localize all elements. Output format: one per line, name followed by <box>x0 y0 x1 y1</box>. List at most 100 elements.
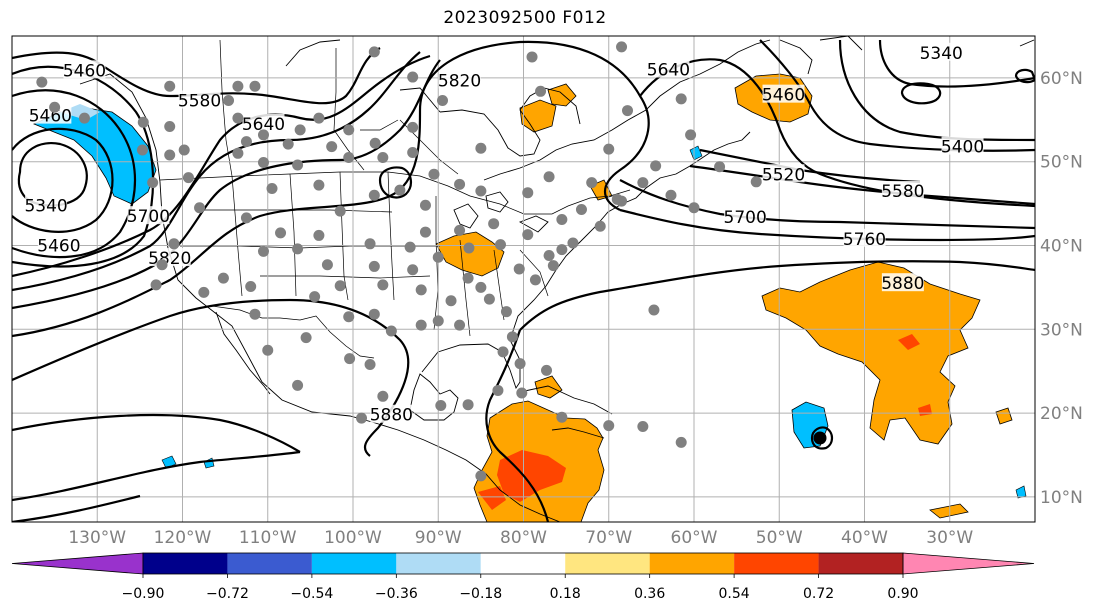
station-dot <box>463 242 475 254</box>
svg-text:5460: 5460 <box>37 236 80 256</box>
svg-text:5520: 5520 <box>762 165 805 185</box>
anomaly-region-bahamas <box>534 375 563 399</box>
station-markers <box>36 41 827 482</box>
station-dot <box>147 177 159 189</box>
svg-text:5460: 5460 <box>29 107 72 127</box>
station-dot <box>369 137 381 149</box>
station-dot <box>292 159 304 171</box>
station-dot <box>309 291 321 303</box>
svg-text:5640: 5640 <box>242 115 285 135</box>
contour-label: 5760 <box>843 228 886 250</box>
station-dot <box>249 80 261 92</box>
svg-text:5880: 5880 <box>881 274 924 294</box>
station-dot <box>494 239 506 251</box>
station-dot <box>178 144 190 156</box>
station-dot <box>334 280 346 292</box>
station-dot <box>168 238 180 250</box>
contour-label: 5580 <box>881 181 924 202</box>
lon-tick-label: 40°W <box>841 528 888 548</box>
contour-label: 5640 <box>242 113 285 135</box>
anomaly-core-caribbean <box>497 450 566 502</box>
anomaly-core-atlantic-1 <box>898 334 920 350</box>
station-dot <box>198 286 210 298</box>
lon-tick-label: 130°W <box>68 528 126 548</box>
station-dot <box>535 85 547 97</box>
contour-label: 5880 <box>881 273 924 294</box>
station-dot <box>488 218 500 230</box>
contour-label: 5340 <box>24 195 68 216</box>
longitude-labels: 130°W 120°W 110°W 100°W 90°W 80°W 70°W 60°W 50°W… <box>68 528 973 548</box>
station-dot <box>556 244 568 256</box>
station-dot <box>368 46 380 58</box>
station-dot <box>249 308 261 320</box>
lon-tick-label: 110°W <box>239 528 297 548</box>
station-dot <box>526 51 538 63</box>
svg-text:5400: 5400 <box>941 138 984 158</box>
station-dot <box>575 203 587 215</box>
anomaly-negative-small-3 <box>689 145 703 161</box>
contour-5700-atlantic <box>619 179 1035 230</box>
contour-label: 5640 <box>647 59 690 81</box>
station-dot <box>240 136 252 148</box>
contour-label: 5460 <box>63 60 106 81</box>
svg-text:5340: 5340 <box>920 44 963 64</box>
station-dot <box>164 149 176 161</box>
station-dot <box>394 184 406 196</box>
station-dot <box>343 311 355 323</box>
station-dot <box>368 260 380 272</box>
colorbar-tick-label: −0.36 <box>375 586 418 602</box>
station-dot <box>385 325 397 337</box>
station-dot <box>522 187 534 199</box>
station-dot <box>217 272 229 284</box>
station-dot <box>407 71 419 83</box>
station-dot <box>648 304 660 316</box>
contour-label: 5820 <box>148 248 191 269</box>
station-dot <box>232 112 244 124</box>
station-dot <box>637 177 649 189</box>
colorbar-segment <box>480 553 566 574</box>
station-dot <box>685 129 697 141</box>
station-dot <box>419 226 431 238</box>
station-dot <box>475 142 487 154</box>
station-dot <box>223 95 235 107</box>
contour-5340-nw-ring <box>17 142 88 207</box>
colorbar-tick-label: −0.72 <box>206 586 249 602</box>
station-dot <box>368 308 380 320</box>
colorbar-tick-label: −0.18 <box>459 586 502 602</box>
contour-label: 5520 <box>762 164 805 185</box>
contour-label: 5400 <box>941 136 984 158</box>
station-dot <box>156 259 168 271</box>
station-dot <box>714 161 726 173</box>
lon-tick-label: 90°W <box>415 528 462 548</box>
colorbar-tick-label: −0.54 <box>290 586 333 602</box>
svg-text:5820: 5820 <box>148 249 191 269</box>
contour-5760-nw <box>12 59 441 310</box>
height-contours <box>12 39 1035 522</box>
station-dot <box>616 41 628 53</box>
contour-5400-nw-ring <box>12 127 114 233</box>
station-dot <box>437 95 449 107</box>
svg-text:5580: 5580 <box>881 182 924 202</box>
station-dot <box>462 272 474 284</box>
station-dot <box>343 152 355 163</box>
svg-text:5460: 5460 <box>762 86 805 106</box>
map-title: 2023092500 F012 <box>443 8 607 28</box>
station-dot <box>603 143 615 155</box>
station-dot <box>475 185 487 197</box>
station-dot <box>432 251 444 263</box>
station-dot <box>292 379 304 391</box>
station-dot <box>529 274 541 286</box>
station-dot <box>300 332 312 344</box>
map-frame <box>11 35 1036 523</box>
gridlines <box>12 36 1035 522</box>
station-dot <box>343 124 355 136</box>
station-dot <box>182 172 194 184</box>
contour-5340-atlantic <box>878 39 1035 88</box>
station-dot <box>428 168 440 180</box>
contour-5820-ridge <box>12 40 650 338</box>
station-dot <box>514 358 526 370</box>
station-dot <box>432 315 444 327</box>
contour-label: 5340 <box>920 42 963 64</box>
station-dot <box>603 420 615 432</box>
lat-tick-label: 30°N <box>1040 320 1083 340</box>
